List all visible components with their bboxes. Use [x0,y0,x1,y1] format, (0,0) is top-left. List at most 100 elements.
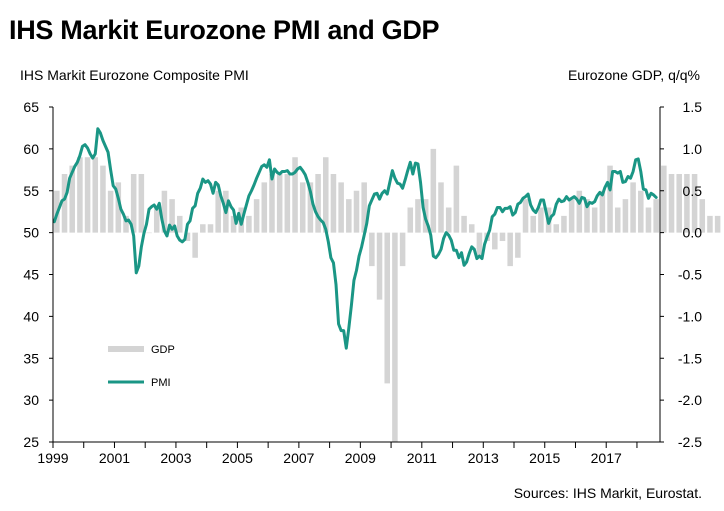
right-axis-tick-label: -2.0 [678,392,702,408]
gdp-bar [346,199,352,233]
right-axis-tick-label: -1.0 [678,308,702,324]
gdp-bar [576,190,583,233]
left-axis-tick-label: 30 [23,392,39,408]
gdp-bar [699,199,706,233]
gdp-bar [630,182,636,233]
x-axis-tick-label: 2011 [407,450,437,466]
gdp-bar [215,190,221,233]
gdp-bar [691,174,698,233]
gdp-bar [246,215,252,233]
gdp-bar [276,174,283,233]
gdp-bar [568,199,575,233]
left-axis-tick-label: 25 [23,434,39,450]
gdp-bar [169,199,175,233]
x-axis-tick-label: 2015 [529,450,560,466]
gdp-bar [261,182,268,233]
x-axis-tick-label: 2005 [222,450,253,466]
chart-title: IHS Markit Eurozone PMI and GDP [9,15,440,45]
gdp-bar [338,182,344,233]
gdp-bar [100,165,106,233]
source-note: Sources: IHS Markit, Eurostat. [513,485,702,501]
gdp-bar [553,224,560,233]
x-axis-tick-label: 2003 [160,450,191,466]
gdp-bar [638,190,644,233]
gdp-bar [676,174,682,233]
gdp-bar [123,215,129,233]
left-axis-tick-label: 40 [23,308,39,324]
gdp-bar [361,182,367,233]
gdp-bar [307,182,314,233]
gdp-bar [177,215,183,233]
gdp-bar [476,232,483,258]
gdp-bar [622,199,629,233]
gdp-bar [461,215,467,233]
gdp-bar [315,174,321,233]
gdp-bar [115,182,122,233]
right-axis-title: Eurozone GDP, q/q% [567,67,700,83]
gdp-bar [415,199,421,233]
gdp-bar [614,207,621,233]
gdp-bar [538,207,544,233]
left-axis-tick-label: 35 [23,350,39,366]
legend-label-gdp: GDP [151,344,175,356]
gdp-bar [130,174,137,233]
gdp-bar [684,174,690,233]
gdp-bar [269,174,275,233]
gdp-bar [453,165,460,233]
gdp-bar [668,174,675,233]
gdp-bar [492,232,498,250]
gdp-bar [161,190,168,233]
gdp-bar [584,199,590,233]
gdp-bar [253,199,260,233]
gdp-bar [84,157,91,233]
gdp-bar [230,215,237,233]
right-axis-tick-label: -2.5 [678,434,702,450]
gdp-bar [107,190,114,233]
gdp-bar [138,174,145,233]
gdp-bar [399,232,406,267]
gdp-bar [392,232,398,443]
gdp-bar [607,165,613,233]
x-axis-tick-label: 2009 [345,450,376,466]
right-axis-tick-label: 0.5 [683,183,703,199]
legend-gdp-swatch [108,346,144,352]
gdp-bar [499,232,506,242]
x-axis-tick-label: 1999 [37,450,68,466]
gdp-bar [192,232,198,258]
gdp-bar [92,157,99,233]
legend-label-pmi: PMI [151,377,171,389]
gdp-bar [376,232,383,300]
left-axis-tick-label: 50 [23,225,39,241]
gdp-bar [445,207,452,233]
gdp-bar [653,199,659,233]
left-axis-title: IHS Markit Eurozone Composite PMI [20,67,249,83]
gdp-bar [430,148,437,233]
gdp-bar [284,174,291,233]
gdp-bar [330,174,337,233]
gdp-bar [153,207,160,233]
gdp-bar [369,232,375,267]
gdp-bar [323,157,329,233]
gdp-bar [507,232,513,267]
gdp-bar [515,232,521,258]
gdp-bar [438,182,444,233]
gdp-bar [184,232,191,242]
gdp-bar [77,157,83,233]
gdp-bar [591,207,598,233]
gdp-bar [661,165,667,233]
right-axis-tick-label: 1.5 [683,99,703,115]
gdp-bar [69,165,75,233]
gdp-bar [384,232,390,384]
x-axis-tick-label: 2017 [591,450,622,466]
gdp-bar [207,224,214,233]
gdp-bar [714,215,721,233]
right-axis-tick-label: 0.0 [683,225,703,241]
left-axis-tick-label: 55 [23,183,39,199]
right-axis-tick-label: 1.0 [683,141,703,157]
x-axis-tick-label: 2001 [99,450,130,466]
right-axis-tick-label: -0.5 [678,267,702,283]
left-axis-tick-label: 45 [23,267,39,283]
gdp-bar [200,224,206,233]
gdp-bar [353,190,360,233]
